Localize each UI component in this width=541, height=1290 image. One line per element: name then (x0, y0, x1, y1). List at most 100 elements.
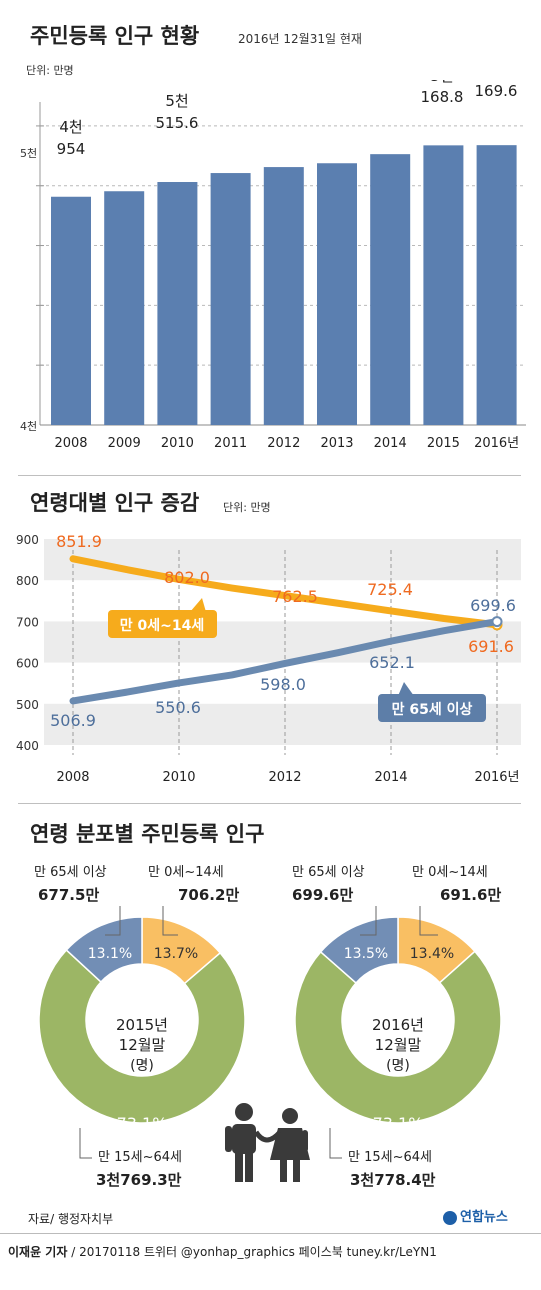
line-chart-title: 연령대별 인구 증감 (30, 491, 200, 515)
right-youth-label: 만 0세~14세 (412, 865, 488, 880)
bar-xtick-label: 2012 (267, 436, 300, 451)
bar-2011 (210, 173, 251, 425)
population-bar-chart: 2008 2009 2010 2011 2012 2013 2014 2015 2016년 5천… (20, 80, 526, 451)
right-pct-senior: 13.5% (344, 946, 388, 962)
bar-2016년 (476, 145, 517, 426)
senior-callout-label: 만 65세 이상 (392, 701, 473, 718)
bar-2015 (423, 145, 464, 426)
senior-line (69, 618, 501, 705)
left-center-line2: 12월말 (119, 1036, 166, 1054)
bar-xtick-label: 2014 (374, 436, 407, 451)
bar-xtick-label: 2013 (320, 436, 353, 451)
right-working-leader (329, 1128, 342, 1159)
bar-label-2015-b: 168.8 (421, 88, 464, 106)
senior-data-label: 550.6 (155, 698, 201, 717)
couple-icon (225, 1103, 310, 1182)
right-youth-leader (419, 906, 438, 936)
youth-callout-label: 만 0세~14세 (120, 618, 204, 634)
right-pct-youth: 13.4% (410, 946, 454, 962)
right-senior-value: 699.6만 (292, 886, 353, 904)
bar-label-2015-a: 5천 (430, 80, 453, 85)
right-working-value: 3천778.4만 (350, 1171, 436, 1189)
age-group-line-chart: 851.9 802.0 762.5 725.4 691.6 506.9 550.6 598.0… (16, 532, 521, 785)
section-divider-1 (18, 475, 521, 476)
bar-chart-title: 주민등록 인구 현황 (30, 24, 200, 48)
bar-label-2008-b: 954 (57, 140, 86, 158)
line-ytick-label: 900 (16, 533, 39, 547)
senior-line-end-dot (491, 616, 503, 628)
donut-section-title: 연령 분포별 주민등록 인구 (30, 822, 265, 846)
bar-xtick-label: 2011 (214, 436, 247, 451)
bar-xtick-label: 2008 (54, 436, 87, 451)
bar-label-2008-a: 4천 (59, 118, 82, 136)
line-chart-unit: 단위: 만명 (223, 501, 271, 514)
age-distribution-donuts: 만 65세 이상 677.5만 만 0세~14세 706.2만 13.1% 13… (34, 865, 502, 1189)
ytick-4000: 4천 (20, 419, 37, 433)
right-working-label: 만 15세~64세 (348, 1150, 432, 1165)
left-youth-label: 만 0세~14세 (148, 865, 224, 880)
bar-label-2016-b: 169.6 (475, 82, 518, 100)
left-center-line1: 2015년 (116, 1016, 168, 1034)
bar-label-2010-b: 515.6 (156, 114, 199, 132)
youth-data-label: 762.5 (272, 587, 318, 606)
senior-data-label: 506.9 (50, 711, 96, 730)
bar-2014 (370, 154, 411, 426)
credit-text: / 20170118 트위터 @yonhap_graphics 페이스북 tun… (67, 1245, 437, 1259)
youth-data-label: 725.4 (367, 580, 413, 599)
left-working-leader (79, 1128, 92, 1159)
youth-data-label: 851.9 (56, 532, 102, 551)
left-senior-value: 677.5만 (38, 886, 99, 904)
right-senior-label: 만 65세 이상 (292, 865, 365, 880)
line-xtick-label: 2012 (268, 770, 301, 785)
left-center-line3: (명) (130, 1058, 154, 1074)
youth-data-label: 802.0 (164, 568, 210, 587)
right-center-line3: (명) (386, 1058, 410, 1074)
left-pct-senior: 13.1% (88, 946, 132, 962)
source-text: 자료/ 행정자치부 (28, 1212, 114, 1226)
line-xtick-label: 2014 (374, 770, 407, 785)
bar-2010 (157, 182, 198, 425)
line-band (44, 539, 521, 581)
footer-divider (0, 1233, 541, 1234)
section-divider-2 (18, 803, 521, 804)
youth-callout-box (108, 610, 217, 638)
left-youth-value: 706.2만 (178, 886, 239, 904)
bar-chart-unit: 단위: 만명 (26, 64, 74, 77)
right-youth-value: 691.6만 (440, 886, 501, 904)
bar-2009 (104, 191, 145, 425)
right-center-line1: 2016년 (372, 1016, 424, 1034)
bar-xtick-label: 2016년 (474, 436, 519, 451)
bar-xtick-label: 2009 (108, 436, 141, 451)
line-ytick-label: 500 (16, 698, 39, 712)
line-ytick-label: 800 (16, 574, 39, 588)
bar-2008 (51, 196, 91, 425)
left-youth-leader (162, 906, 178, 936)
yonhap-logo: 연합뉴스 (443, 1206, 508, 1225)
bar-xtick-label: 2015 (427, 436, 460, 451)
bar-xtick-label: 2010 (161, 436, 194, 451)
line-ytick-label: 600 (16, 657, 39, 671)
senior-data-label: 699.6 (470, 596, 516, 615)
yonhap-logo-text: 연합뉴스 (460, 1210, 508, 1225)
credit-line: 이재윤 기자 / 20170118 트위터 @yonhap_graphics 페… (8, 1243, 437, 1260)
line-ytick-label: 400 (16, 739, 39, 753)
author-name: 이재윤 기자 (8, 1245, 68, 1259)
ytick-5000: 5천 (20, 146, 37, 160)
left-senior-leader (105, 906, 121, 936)
left-donut-hole (86, 964, 198, 1076)
bar-2013 (317, 163, 357, 425)
line-xtick-label: 2008 (56, 770, 89, 785)
right-pct-working: 73.1% (373, 1114, 424, 1133)
right-senior-leader (360, 906, 377, 936)
bar-label-2010-a: 5천 (165, 92, 188, 110)
left-senior-label: 만 65세 이상 (34, 865, 107, 880)
bar-2012 (263, 167, 304, 425)
senior-data-label: 598.0 (260, 675, 306, 694)
right-center-line2: 12월말 (375, 1036, 422, 1054)
youth-line (69, 555, 501, 629)
youth-callout-pointer (190, 598, 206, 612)
left-pct-working: 73.1% (117, 1114, 168, 1133)
left-pct-youth: 13.7% (154, 946, 198, 962)
line-xtick-label: 2010 (162, 770, 195, 785)
yonhap-logo-icon (443, 1210, 457, 1225)
